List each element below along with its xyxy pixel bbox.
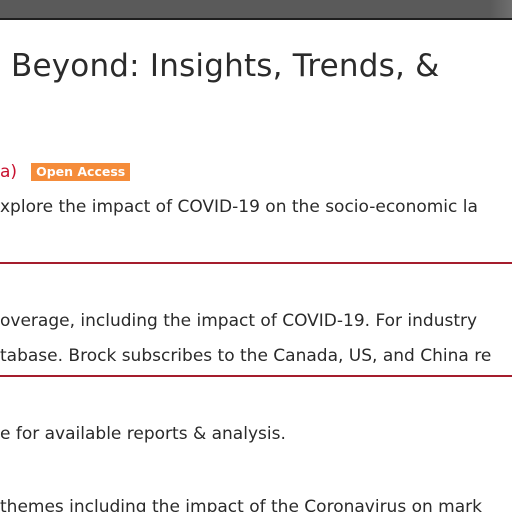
resource-description-2: e for available reports & analysis.	[0, 424, 286, 444]
box-top-rule	[0, 262, 512, 264]
boxed-description-line-2: tabase. Brock subscribes to the Canada, …	[0, 346, 492, 366]
source-name-link[interactable]: a)	[0, 162, 18, 182]
boxed-description-line-1: overage, including the impact of COVID-1…	[0, 311, 478, 331]
resource-description-1: xplore the impact of COVID-19 on the soc…	[0, 197, 478, 217]
top-bar-edge	[490, 0, 512, 18]
box-bottom-rule	[0, 375, 512, 377]
page-title: Beyond: Insights, Trends, &	[11, 48, 440, 84]
open-access-badge: Open Access	[31, 163, 131, 181]
window-top-bar	[0, 0, 512, 20]
resource-source-line: a) Open Access	[0, 160, 131, 184]
resource-description-3: themes including the impact of the Coron…	[0, 497, 482, 512]
